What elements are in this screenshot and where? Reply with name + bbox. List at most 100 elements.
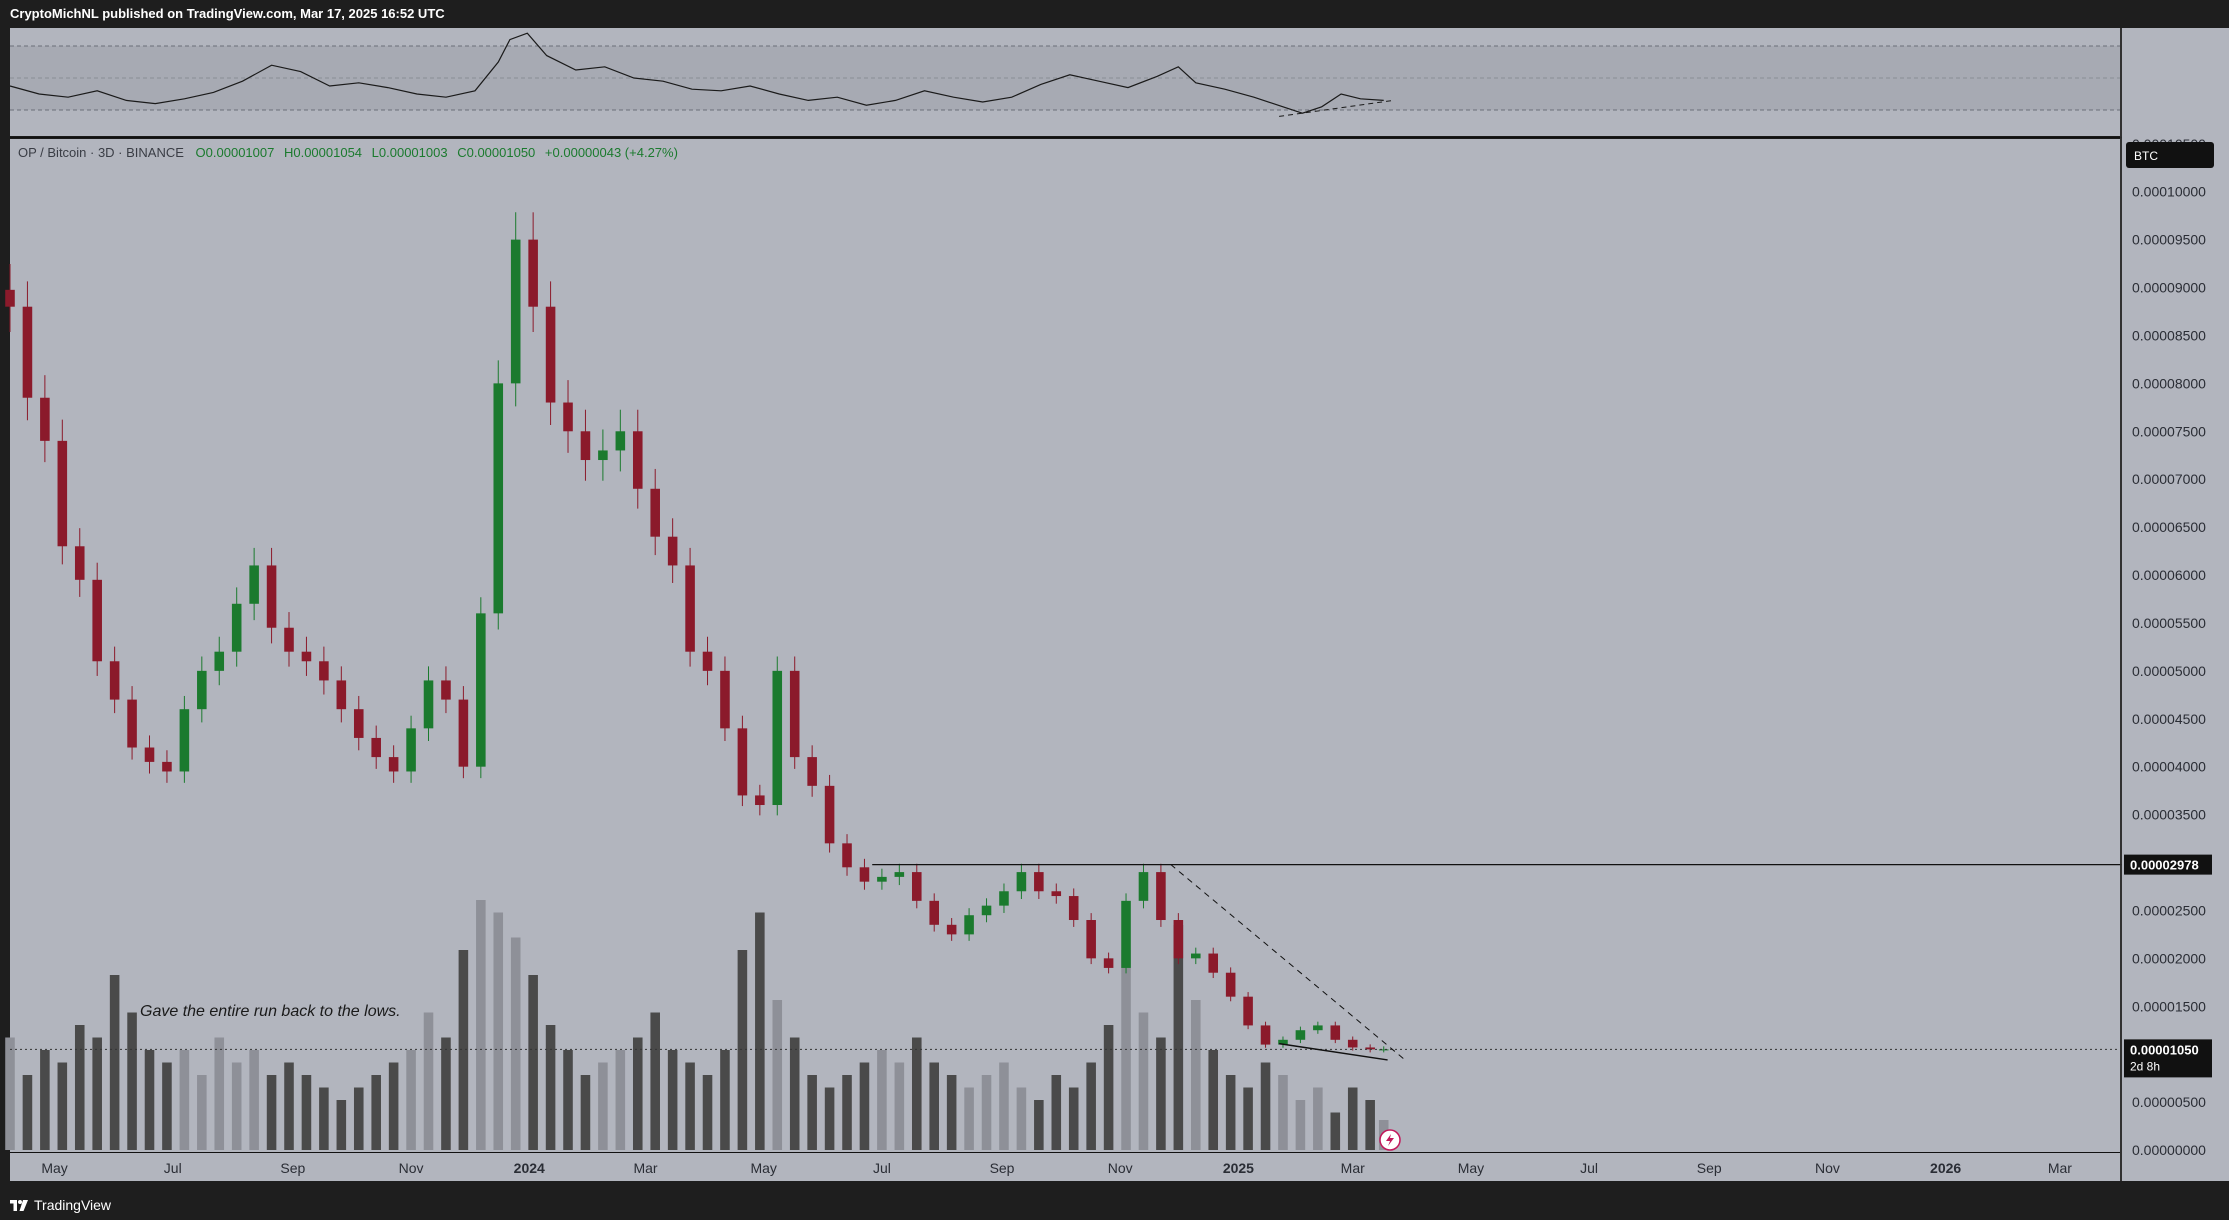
candle-body (615, 431, 626, 451)
volume-bar (476, 900, 486, 1150)
volume-bar (1086, 1062, 1096, 1150)
footer-brand-text: TradingView (34, 1197, 112, 1213)
volume-bar (632, 1037, 643, 1150)
candle-body (249, 565, 259, 604)
volume-bar (859, 1062, 870, 1150)
volume-bar (231, 1062, 242, 1150)
price-tick-label: 0.00006000 (2132, 567, 2206, 583)
price-tick-label: 0.00004000 (2132, 759, 2206, 775)
volume-bar (667, 1050, 678, 1150)
candle-body (1243, 996, 1253, 1026)
ohlc-legend: OP / Bitcoin · 3D · BINANCE O0.00001007 … (18, 145, 678, 160)
price-tick-label: 0.00009000 (2132, 280, 2206, 296)
candle-body (371, 737, 381, 758)
price-tick-label: 0.00002500 (2132, 902, 2206, 918)
price-tick-label: 0.00007000 (2132, 471, 2206, 487)
volume-bar (1295, 1100, 1306, 1150)
candle-body (1191, 953, 1201, 959)
volume-bar (911, 1037, 922, 1150)
rsi-pane[interactable]: 60.0040.0020.00 (9, 28, 2167, 136)
candle-body (266, 565, 277, 628)
candle-body (1016, 872, 1027, 892)
volume-bar (824, 1087, 835, 1150)
volume-bar (301, 1075, 312, 1150)
volume-bar (319, 1087, 329, 1150)
volume-bar (1191, 1000, 1201, 1150)
time-tick-label: Jul (873, 1160, 891, 1176)
candle-body (807, 757, 817, 786)
candle-body (162, 761, 172, 772)
volume-bar (249, 1050, 259, 1150)
candle-body (755, 795, 765, 806)
candle-body (667, 536, 678, 566)
svg-text:0.00002978: 0.00002978 (2130, 858, 2199, 873)
price-pane[interactable]: Gave the entire run back to the lows. OP… (5, 139, 2122, 1152)
candle-body (946, 924, 957, 935)
volume-bar (144, 1050, 155, 1150)
candle-body (528, 239, 538, 307)
volume-bar (92, 1037, 102, 1150)
volume-bar (737, 950, 748, 1150)
price-tick-label: 0.00000500 (2132, 1094, 2206, 1110)
volume-bar (441, 1037, 451, 1150)
candle-body (1034, 872, 1044, 892)
candle-body (493, 383, 504, 614)
svg-text:BTC: BTC (2134, 149, 2158, 163)
volume-bar (371, 1075, 381, 1150)
chart-annotation: Gave the entire run back to the lows. (140, 1003, 401, 1020)
legend-low: L0.00001003 (372, 145, 448, 160)
time-tick-label: Jul (164, 1160, 182, 1176)
candle-body (702, 651, 713, 671)
time-tick-label: May (1458, 1160, 1484, 1176)
volume-bar (458, 950, 469, 1150)
volume-bar (1034, 1100, 1044, 1150)
volume-bar (1121, 950, 1131, 1150)
candle-body (458, 699, 469, 767)
lightning-icon[interactable] (1379, 1129, 1401, 1151)
candle-body (127, 699, 137, 748)
candle-body (1260, 1025, 1271, 1045)
descending-trendline (1170, 864, 1406, 1061)
volume-bar (1068, 1087, 1079, 1150)
volume-bar (946, 1075, 957, 1150)
currency-badge[interactable]: BTC (2126, 142, 2214, 168)
volume-bar (284, 1062, 294, 1150)
volume-bar (772, 1000, 783, 1150)
candle-body (353, 709, 364, 738)
volume-bar (650, 1012, 660, 1150)
volume-bar (563, 1050, 573, 1150)
candle-body (545, 306, 556, 403)
time-tick-label: Mar (633, 1160, 657, 1176)
volume-bar (5, 1037, 15, 1150)
legend-high: H0.00001054 (284, 145, 362, 160)
candle-body (40, 397, 50, 441)
volume-bar (214, 1037, 225, 1150)
price-background (10, 139, 2120, 1152)
svg-text:2d 8h: 2d 8h (2130, 1059, 2160, 1073)
volume-bar (702, 1075, 713, 1150)
candle-body (1068, 896, 1079, 921)
price-tick-label: 0.00004500 (2132, 711, 2206, 727)
volume-bar (1347, 1087, 1358, 1150)
volume-bar (789, 1037, 800, 1150)
volume-bar (842, 1075, 852, 1150)
volume-bar (964, 1087, 974, 1150)
candle-body (406, 728, 416, 772)
volume-bar (877, 1050, 887, 1150)
candle-body (57, 440, 68, 547)
footer-brand[interactable]: TradingView (0, 1190, 2229, 1220)
resistance-price-label: 0.00002978 (2124, 854, 2212, 875)
candle-body (22, 306, 33, 398)
candle-body (1278, 1039, 1288, 1045)
time-tick-label: Jul (1580, 1160, 1598, 1176)
volume-bar (127, 1012, 137, 1150)
price-tick-label: 0.00001500 (2132, 998, 2206, 1014)
candle-body (1225, 972, 1236, 997)
candle-body (824, 785, 835, 844)
volume-bar (336, 1100, 347, 1150)
time-tick-label: May (750, 1160, 776, 1176)
support-trendline (1278, 1042, 1388, 1061)
candle-body (964, 915, 974, 935)
volume-bar (929, 1062, 939, 1150)
